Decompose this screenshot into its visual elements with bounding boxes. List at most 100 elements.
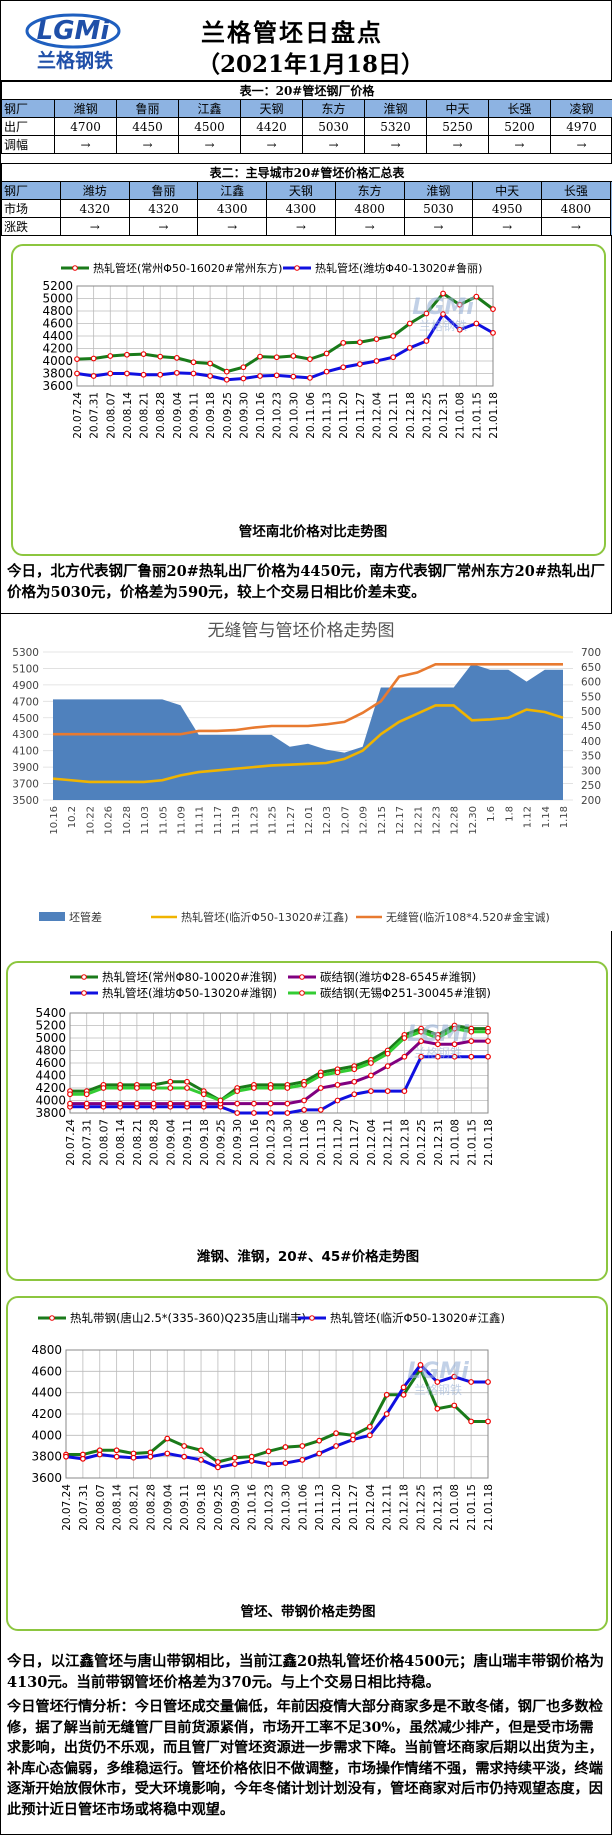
- x-tick-label: 20.08.21: [139, 392, 151, 439]
- data-point: [434, 1379, 441, 1385]
- data-point: [351, 1066, 358, 1073]
- chart-title: 无缝管与管坯价格走势图: [208, 621, 395, 641]
- x-tick-label: 20.09.18: [199, 1119, 211, 1166]
- data-point: [418, 1053, 425, 1060]
- table-cell: →: [240, 135, 304, 154]
- legend-label: 碳结钢(潍坊Φ28-6545#潍钢): [320, 970, 476, 984]
- data-point: [400, 1391, 407, 1398]
- x-tick-label: 20.11.13: [322, 392, 334, 439]
- y2-tick-label: 600: [581, 677, 601, 689]
- data-point: [273, 354, 280, 361]
- data-point: [334, 1081, 341, 1088]
- x-tick-label: 21.01.18: [483, 1484, 495, 1531]
- data-point: [417, 1362, 424, 1368]
- data-point: [401, 1053, 408, 1060]
- data-point: [167, 1085, 174, 1091]
- data-point: [317, 1106, 324, 1113]
- x-tick-label: 20.09.25: [215, 1119, 227, 1166]
- chart-seamless-vs-billet: 无缝管与管坯价格走势图 3500 3700 3900 4100 4300 4500 4700 4…: [12, 621, 601, 924]
- data-point: [74, 370, 80, 377]
- x-tick-label: 20.10.30: [280, 1484, 292, 1531]
- data-point: [184, 1100, 190, 1107]
- y2-tick-label: 350: [581, 751, 601, 763]
- table-cell: →: [178, 135, 242, 154]
- data-point: [423, 338, 430, 344]
- x-tick-label: 20.08.14: [122, 392, 134, 439]
- y-tick-label: 5200: [35, 1019, 66, 1033]
- data-point: [223, 368, 230, 375]
- table-cell: 4320: [59, 199, 130, 218]
- x-tick-label: 20.09.25: [222, 392, 234, 439]
- data-point: [418, 1038, 425, 1045]
- x-tick-label: 12.09: [359, 806, 370, 835]
- legend-marker: [294, 265, 300, 271]
- x-tick-label: 10.22: [85, 806, 96, 835]
- data-point: [133, 1100, 140, 1107]
- y-tick-label: 3600: [42, 379, 73, 393]
- y-tick-label: 5300: [12, 647, 39, 659]
- legend-marker: [81, 974, 87, 980]
- y2-tick-label: 650: [581, 662, 601, 674]
- data-point: [423, 310, 430, 317]
- x-tick-label: 20.08.28: [149, 1119, 161, 1166]
- data-point: [485, 1379, 491, 1385]
- table-cell: →: [403, 217, 474, 236]
- data-point: [390, 333, 397, 339]
- x-tick-label: 11.03: [140, 806, 151, 835]
- row-label: 出厂: [0, 117, 56, 136]
- data-point: [468, 1418, 475, 1425]
- table-cell: →: [487, 135, 551, 154]
- data-point: [265, 1448, 272, 1455]
- data-point: [267, 1100, 274, 1107]
- data-point: [418, 1028, 425, 1035]
- x-tick-label: 20.07.24: [61, 1484, 73, 1531]
- x-tick-label: 20.11.06: [299, 1119, 311, 1166]
- data-point: [67, 1091, 73, 1098]
- data-point: [248, 1458, 255, 1464]
- y2-tick-label: 500: [581, 706, 601, 718]
- data-point: [284, 1110, 291, 1116]
- data-point: [282, 1460, 289, 1466]
- y-tick-label: 3800: [35, 1106, 66, 1120]
- data-point: [140, 351, 147, 358]
- data-point: [401, 1035, 408, 1041]
- data-point: [90, 373, 97, 379]
- data-point: [157, 371, 164, 378]
- data-point: [299, 1443, 306, 1449]
- y-tick-label: 4200: [31, 1407, 62, 1421]
- x-tick-label: 20.11.27: [355, 392, 367, 439]
- data-point: [167, 1078, 174, 1085]
- data-point: [301, 1081, 307, 1088]
- x-tick-label: 20.12.11: [388, 392, 400, 439]
- legend-marker: [72, 265, 78, 271]
- text-market-analysis: 今日管坯行情分析：今日管坯成交量偏低，年前因疫情大部分商家多是不敢冬储，钢厂也多…: [7, 1699, 603, 1818]
- x-tick-label: 20.12.04: [366, 1119, 378, 1166]
- x-tick-label: 20.12.25: [415, 1484, 427, 1531]
- x-tick-label: 12.01: [304, 806, 315, 835]
- data-point: [124, 370, 130, 377]
- y-tick-label: 4800: [35, 1044, 66, 1058]
- column-header: 潍坊: [59, 181, 130, 200]
- x-tick-label: 21.01.08: [450, 1119, 462, 1166]
- y-tick-label: 4600: [31, 1364, 62, 1378]
- x-tick-label: 20.08.28: [155, 392, 167, 439]
- x-tick-label: 20.10.16: [247, 1484, 259, 1531]
- data-point: [290, 353, 297, 359]
- data-point: [107, 370, 114, 377]
- table-cell: →: [59, 217, 130, 236]
- data-point: [384, 1050, 391, 1057]
- legend-swatch: [39, 912, 65, 921]
- x-tick-label: 20.11.20: [333, 1119, 345, 1166]
- x-tick-label: 21.01.08: [455, 392, 467, 439]
- data-point: [133, 1085, 140, 1091]
- x-tick-label: 11.23: [249, 806, 260, 835]
- chart-billet-strip: 3600 3800 4000 4200 4400 4600 4800 20.07.24 20.0…: [31, 1311, 505, 1620]
- y-tick-label: 4800: [31, 1343, 62, 1357]
- x-tick-label: 20.11.27: [349, 1119, 361, 1166]
- legend-marker: [299, 974, 305, 980]
- data-point: [368, 1072, 374, 1079]
- chart4-frame: 3600 3800 4000 4200 4400 4600 4800 20.07.24 20.0…: [6, 1296, 608, 1631]
- x-tick-label: 20.10.23: [264, 1484, 276, 1531]
- chart3-frame: 3800 4000 4200 4400 4600 4800 5000 5200 5400 20.0…: [6, 961, 608, 1281]
